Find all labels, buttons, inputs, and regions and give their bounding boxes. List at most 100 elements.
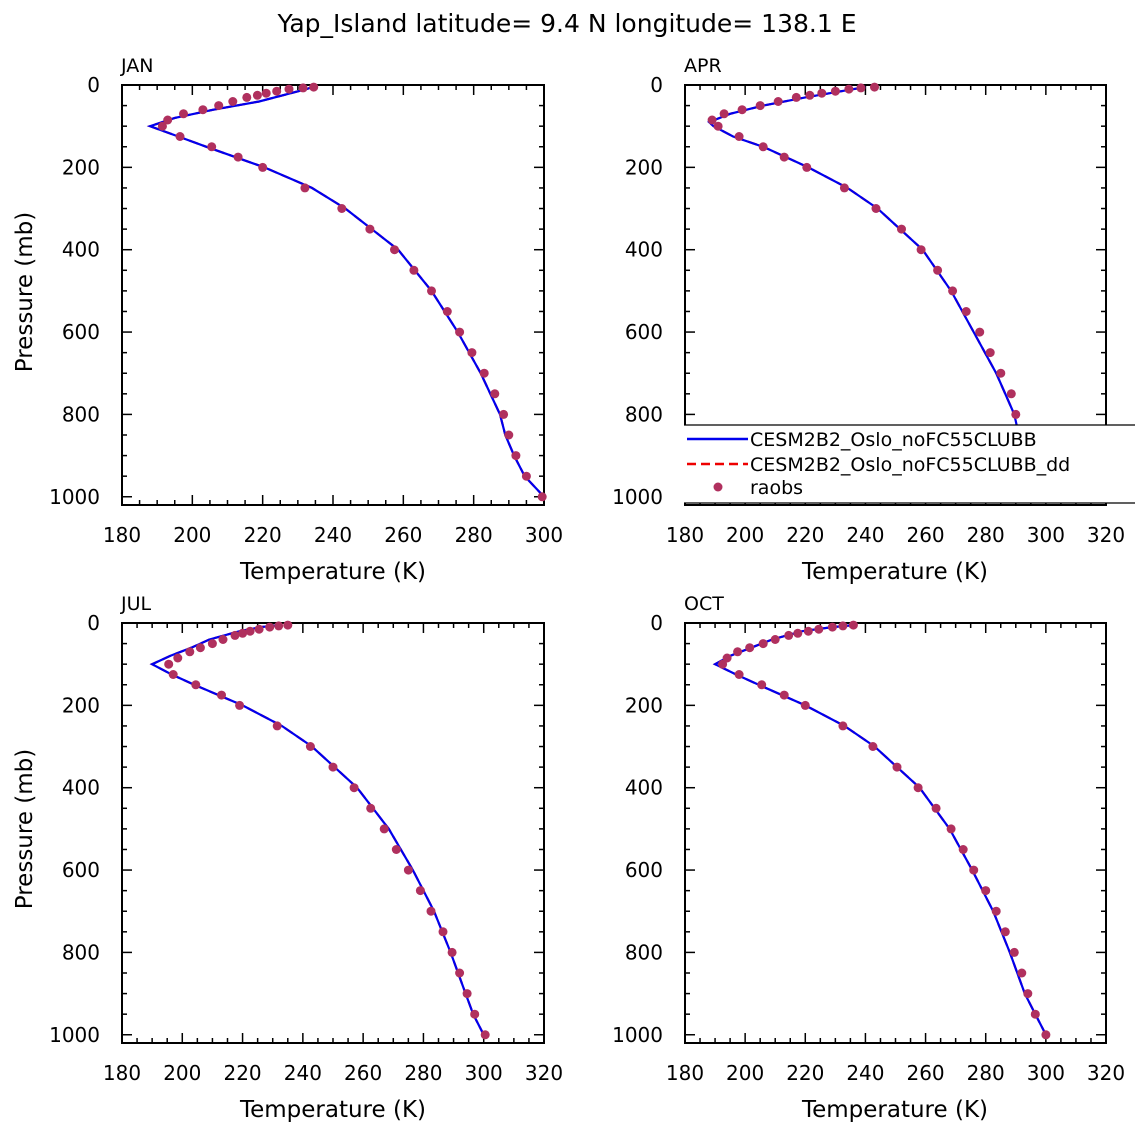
raobs-point (916, 245, 926, 255)
raobs-point (1030, 1009, 1040, 1019)
raobs-point (390, 245, 399, 255)
panel-jul: JUL 180 200 220 240 260 280 300 320 0 200 400 600 8… (12, 593, 563, 1123)
x-axis-label: Temperature (K) (801, 559, 988, 585)
raobs-point (298, 83, 308, 93)
raobs-point (442, 307, 452, 316)
raobs-point (737, 105, 747, 115)
raobs-point (871, 204, 881, 213)
x-tick-label: 240 (846, 523, 884, 547)
x-tick-label: 240 (314, 523, 352, 547)
panel-oct: OCT 180 200 220 240 260 280 300 320 0 200 400 600 8… (612, 593, 1125, 1123)
raobs-point (985, 348, 995, 358)
raobs-point (848, 620, 858, 630)
raobs-point (933, 265, 943, 275)
y-tick-label: 400 (62, 776, 100, 800)
raobs-point (195, 643, 205, 653)
raobs-point (758, 142, 768, 152)
legend: CESM2B2_Oslo_noFC55CLUBB CESM2B2_Oslo_no… (684, 424, 1135, 504)
raobs-point (779, 690, 789, 700)
x-tick-label: 280 (967, 1061, 1005, 1085)
x-tick-labels: 180 200 220 240 260 280 300 320 (666, 1061, 1125, 1085)
y-tick-label: 1000 (49, 485, 100, 509)
x-tick-label: 220 (786, 1061, 824, 1085)
raobs-point (218, 635, 228, 644)
raobs-point (719, 109, 729, 119)
raobs-point (991, 906, 1001, 916)
legend-swatch-raobs (713, 482, 723, 492)
raobs-point (870, 82, 879, 92)
raobs-point (157, 121, 167, 131)
raobs-point (207, 639, 217, 649)
raobs-point (713, 121, 723, 131)
raobs-point (779, 152, 789, 162)
raobs-point (758, 639, 768, 649)
raobs-point (470, 1009, 480, 1019)
raobs-point (844, 84, 854, 94)
x-tick-label: 200 (163, 1061, 201, 1085)
raobs-point (856, 83, 866, 93)
raobs-point (164, 659, 174, 669)
raobs-point (817, 88, 827, 98)
raobs-point (800, 700, 810, 710)
x-tick-label: 220 (786, 523, 824, 547)
x-tick-label: 280 (967, 523, 1005, 547)
x-tick-label: 260 (384, 523, 422, 547)
y-tick-label: 800 (625, 940, 663, 964)
raobs-point (996, 368, 1006, 378)
raobs-point (838, 621, 848, 631)
legend-background (684, 425, 1135, 503)
raobs-point (504, 430, 514, 440)
raobs-point (415, 886, 425, 896)
raobs-point (511, 451, 521, 461)
raobs-point (168, 670, 178, 679)
raobs-point (233, 152, 243, 162)
raobs-point (242, 92, 252, 102)
y-tick-label: 200 (625, 155, 663, 179)
raobs-point (207, 142, 217, 152)
legend-label-model: CESM2B2_Oslo_noFC55CLUBB (750, 429, 1037, 451)
x-axis-label: Temperature (K) (801, 1097, 988, 1123)
series-group (149, 620, 490, 1040)
axis-ticks (684, 622, 1107, 1043)
raobs-point (913, 783, 923, 793)
raobs-point (981, 886, 991, 896)
raobs-point (479, 368, 489, 378)
raobs-point (1041, 1030, 1051, 1040)
raobs-point (490, 389, 500, 399)
raobs-point (830, 86, 840, 96)
raobs-point (379, 824, 389, 834)
raobs-point (198, 105, 208, 115)
x-tick-label: 280 (455, 523, 493, 547)
raobs-point (975, 327, 985, 337)
figure-title: Yap_Island latitude= 9.4 N longitude= 13… (276, 9, 856, 38)
raobs-point (455, 968, 465, 978)
y-tick-labels: 0 200 400 600 800 1000 (612, 73, 663, 509)
raobs-point (537, 492, 547, 502)
raobs-point (337, 204, 347, 213)
x-tick-label: 180 (103, 1061, 141, 1085)
x-tick-label: 260 (906, 1061, 944, 1085)
raobs-point (228, 97, 238, 106)
raobs-point (427, 286, 436, 296)
raobs-point (805, 90, 815, 100)
y-tick-label: 200 (625, 693, 663, 717)
y-tick-label: 0 (87, 611, 100, 635)
series-line-model (146, 86, 545, 498)
raobs-point (718, 659, 728, 669)
raobs-point (462, 989, 472, 999)
raobs-point (283, 620, 293, 630)
y-tick-label: 0 (650, 611, 663, 635)
raobs-point (803, 626, 813, 636)
raobs-point (245, 626, 255, 636)
raobs-point (349, 783, 359, 793)
raobs-point (773, 97, 783, 106)
raobs-point (284, 84, 294, 94)
y-tick-label: 800 (62, 940, 100, 964)
y-tick-label: 400 (62, 238, 100, 262)
raobs-point (948, 286, 958, 296)
y-tick-label: 600 (625, 320, 663, 344)
x-tick-label: 240 (846, 1061, 884, 1085)
series-line-model (149, 624, 485, 1036)
x-tick-label: 200 (173, 523, 211, 547)
